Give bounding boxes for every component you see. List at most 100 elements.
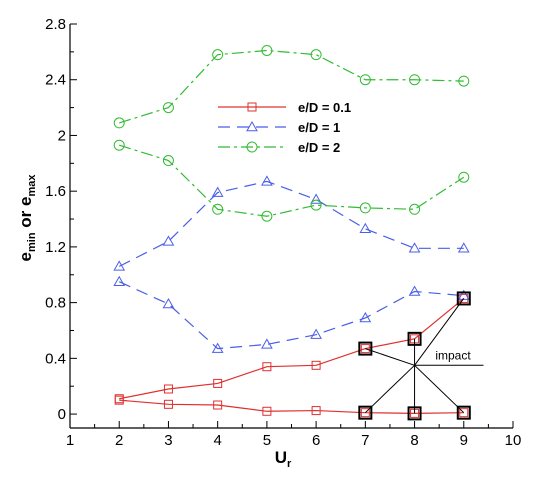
- data-point: [262, 406, 272, 416]
- y-tick-label: 2.4: [45, 72, 66, 89]
- data-point: [360, 344, 370, 354]
- series-0: [114, 293, 469, 404]
- x-tick-label: 3: [164, 432, 172, 449]
- data-point: [408, 285, 421, 296]
- legend-label: e/D = 0.1: [298, 100, 351, 115]
- y-tick-label: 0.4: [45, 350, 66, 367]
- legend-label: e/D = 2: [298, 140, 340, 155]
- data-point: [310, 199, 322, 211]
- legend-item: e/D = 0.1: [218, 100, 351, 115]
- legend-label: e/D = 1: [298, 120, 340, 135]
- y-axis-label: emin or emax: [16, 174, 38, 262]
- data-point: [163, 384, 173, 394]
- impact-line: [364, 364, 415, 414]
- data-point: [360, 408, 370, 418]
- data-point: [310, 328, 322, 339]
- series-layer: [113, 44, 470, 418]
- data-point: [213, 400, 223, 410]
- x-tick-label: 4: [213, 432, 221, 449]
- data-point: [359, 222, 372, 234]
- data-point: [311, 360, 321, 370]
- axes: 1 2 3 4 5 6 7 8 9 10 0 0.4 0.8 1.2 1.6 2 2.4 2.8: [45, 16, 521, 449]
- impact-marker: [358, 405, 373, 420]
- data-point: [409, 203, 421, 215]
- y-tick-label: 2.8: [45, 16, 66, 33]
- data-point: [162, 298, 175, 309]
- x-tick-label: 7: [361, 432, 369, 449]
- x-tick-label: 6: [312, 432, 320, 449]
- y-tick-label: 0: [58, 406, 66, 423]
- data-point: [163, 399, 173, 409]
- data-point: [458, 171, 470, 183]
- series-3: [113, 275, 470, 353]
- legend-item: e/D = 2: [218, 140, 340, 155]
- y-tick-label: 1.2: [45, 239, 66, 256]
- data-point: [162, 155, 174, 167]
- impact-marker: [456, 405, 471, 420]
- x-tick-label: 1: [66, 432, 74, 449]
- series-1: [114, 395, 469, 418]
- legend-item: e/D = 1: [218, 120, 340, 135]
- data-point: [459, 408, 469, 418]
- x-tick-label: 8: [410, 432, 418, 449]
- data-point: [211, 342, 224, 353]
- data-point: [261, 338, 273, 349]
- x-axis-label: Ur: [275, 448, 292, 470]
- series-2: [113, 175, 470, 271]
- x-tick-label: 2: [115, 432, 123, 449]
- impact-line: [414, 298, 465, 366]
- data-point: [261, 210, 273, 222]
- series-line: [119, 49, 464, 124]
- data-point: [409, 74, 421, 86]
- data-point: [213, 378, 223, 388]
- legend: e/D = 0.1 e/D = 1 e/D = 2: [218, 100, 351, 155]
- y-tick-label: 1.6: [45, 183, 66, 200]
- impact-label: impact: [435, 348, 471, 362]
- x-tick-label: 5: [263, 432, 271, 449]
- series-5: [113, 139, 470, 222]
- legend-marker: [246, 120, 258, 132]
- data-point: [113, 275, 126, 286]
- series-line: [118, 281, 464, 350]
- data-point: [162, 102, 174, 114]
- annotation-layer: impact: [358, 291, 484, 421]
- series-line: [118, 180, 464, 267]
- data-point: [261, 44, 273, 56]
- data-point: [359, 202, 371, 214]
- data-point: [212, 203, 224, 215]
- series-line: [119, 297, 465, 400]
- data-point: [311, 406, 321, 416]
- legend-marker: [246, 141, 258, 153]
- data-point: [310, 49, 322, 61]
- data-point: [114, 395, 124, 405]
- x-tick-label: 9: [460, 432, 468, 449]
- series-4: [113, 44, 470, 129]
- data-point: [113, 260, 126, 271]
- y-tick-label: 2: [58, 127, 66, 144]
- data-point: [113, 117, 125, 129]
- data-point: [211, 186, 224, 197]
- impact-marker: [407, 406, 422, 421]
- y-tick-label: 0.8: [45, 295, 66, 312]
- impact-marker: [358, 341, 373, 356]
- data-point: [457, 289, 470, 300]
- data-point: [359, 74, 371, 86]
- data-point: [113, 139, 125, 151]
- data-point: [262, 362, 272, 372]
- legend-marker: [247, 102, 257, 112]
- impact-marker: [456, 291, 471, 306]
- impact-marker: [407, 331, 422, 346]
- impact-line: [414, 364, 465, 414]
- data-point: [457, 242, 470, 253]
- series-line: [119, 399, 464, 414]
- data-point: [310, 193, 322, 204]
- data-point: [162, 235, 175, 246]
- data-point: [408, 242, 421, 253]
- data-point: [359, 311, 372, 323]
- series-line: [119, 144, 465, 217]
- x-tick-label: 10: [505, 432, 522, 449]
- impact-line: [365, 348, 415, 366]
- data-point: [458, 75, 470, 87]
- data-point: [212, 49, 224, 61]
